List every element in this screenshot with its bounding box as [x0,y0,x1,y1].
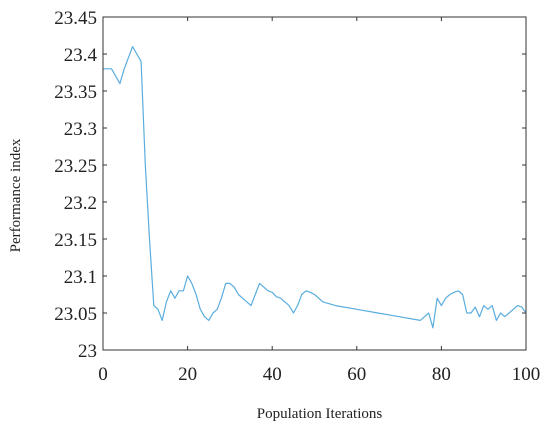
x-tick-label: 60 [347,364,366,385]
y-tick-label: 23.35 [54,82,97,103]
y-tick-label: 23.1 [64,267,97,288]
x-tick-label: 40 [263,364,282,385]
x-axis-ticks [102,17,527,350]
y-tick-label: 23.2 [64,193,97,214]
series-line-performance [103,45,527,329]
x-tick-label: 80 [432,364,451,385]
x-tick-label: 100 [512,364,541,385]
y-tick-label: 23.15 [54,230,97,251]
y-tick-label: 23 [78,341,97,362]
x-tick-label: 0 [98,364,108,385]
y-tick-label: 23.05 [54,304,97,325]
y-tick-label: 23.3 [64,119,97,140]
y-axis-ticks [103,16,526,351]
y-axis-title: Performance index [8,138,24,252]
x-tick-label: 20 [178,364,197,385]
y-tick-label: 23.4 [64,45,98,66]
y-tick-label: 23.25 [54,156,97,177]
y-tick-label: 23.45 [54,8,97,29]
plot-frame [102,16,527,351]
x-axis-title: Population Iterations [257,406,383,422]
x-axis-tick-labels: 0 20 40 60 80 100 [98,364,540,385]
y-axis-tick-labels: 23 23.05 23.1 23.15 23.2 23.25 23.3 23.35 23.4 23… [54,8,97,362]
